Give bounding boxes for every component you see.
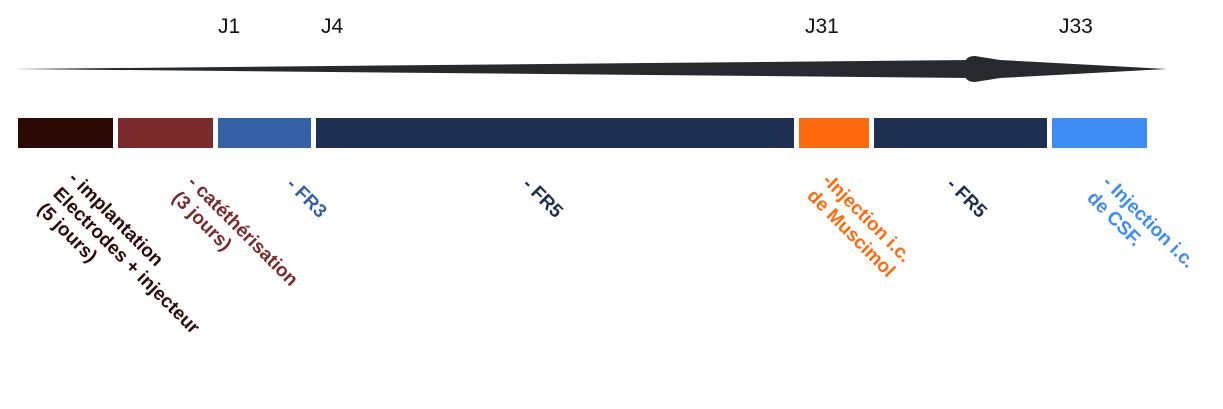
- phase-label-line: - FR5: [942, 174, 991, 223]
- phase-label-fr5-second: - FR5: [941, 174, 990, 223]
- day-label-j4: J4: [321, 15, 344, 38]
- phase-bar-implantation: [18, 118, 113, 148]
- phase-label-csf: - Injection i.c. de CSF.: [1082, 172, 1199, 289]
- phase-bar-catheterisation: [118, 118, 213, 148]
- timeline-arrow: [14, 56, 1167, 82]
- phase-label-line: - FR5: [518, 174, 567, 223]
- arrow-shaft: [14, 60, 972, 78]
- day-label-j33: J33: [1059, 15, 1093, 38]
- day-label-j31: J31: [805, 15, 839, 38]
- phase-bar-fr3: [218, 118, 311, 148]
- phase-bar-fr5-second: [874, 118, 1047, 148]
- phase-bar-fr5: [316, 118, 794, 148]
- phase-label-line: - FR3: [282, 174, 331, 223]
- phase-bar-csf: [1052, 118, 1147, 148]
- arrow-head: [965, 56, 1167, 82]
- phase-label-muscimol: -Injection i.c. de Muscimol: [802, 170, 916, 283]
- day-label-j1: J1: [218, 15, 241, 38]
- phase-label-fr3: - FR3: [281, 174, 330, 223]
- phase-bar-muscimol: [799, 118, 869, 148]
- phase-label-fr5: - FR5: [517, 174, 566, 223]
